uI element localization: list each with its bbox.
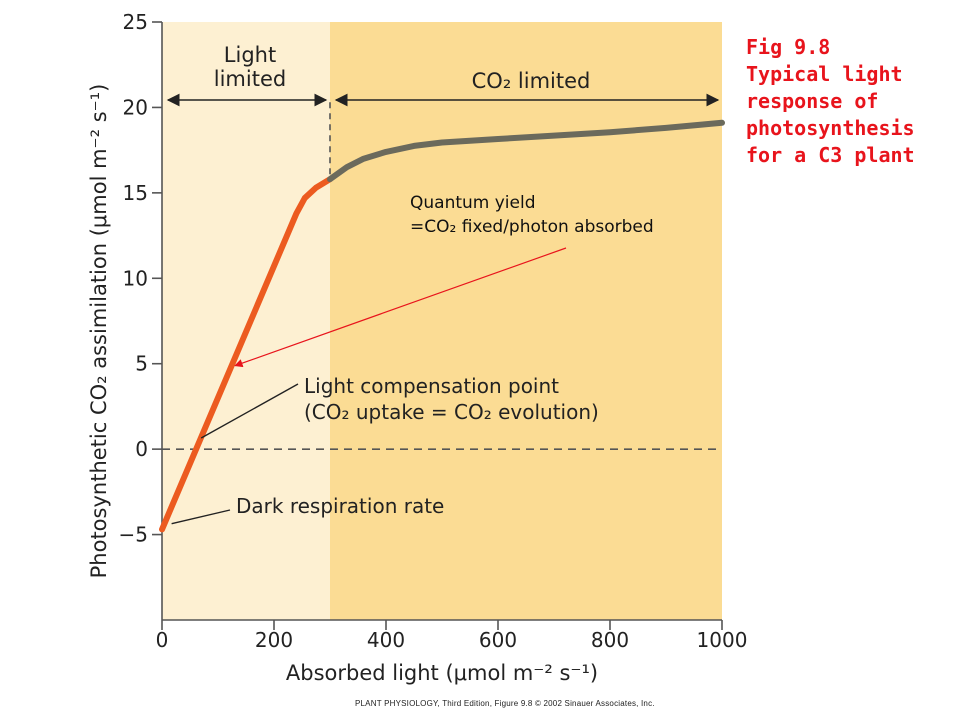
y-axis-label: Photosynthetic CO₂ assimilation (μmol m⁻… [87,84,111,579]
y-tick-label: 25 [123,10,148,34]
figure-caption: Fig 9.8 Typical light response of photos… [746,34,956,169]
y-ticks: −5 0 5 10 15 20 25 [119,10,162,547]
y-tick-label: −5 [119,523,148,547]
light-limited-label-line: limited [214,67,286,91]
x-axis-label: Absorbed light (μmol m⁻² s⁻¹) [286,661,598,685]
light-limited-label-line: Light [224,43,276,67]
x-tick-label: 600 [479,628,517,652]
light-compensation-label-line: Light compensation point [304,374,559,398]
quantum-yield-arrow [234,247,567,368]
y-tick-label: 5 [135,352,148,376]
co2-limited-region [330,22,722,620]
x-tick-label: 0 [156,628,169,652]
source-credit: PLANT PHYSIOLOGY, Third Edition, Figure … [355,699,655,708]
x-tick-label: 400 [367,628,405,652]
light-compensation-label-line: (CO₂ uptake = CO₂ evolution) [304,400,599,424]
caption-line: response of [746,89,879,113]
x-tick-label: 200 [255,628,293,652]
y-tick-label: 10 [123,266,148,290]
y-tick-label: 15 [123,181,148,205]
co2-limited-curve [327,119,725,183]
x-tick-label: 1000 [697,628,748,652]
quantum-yield-label-line: =CO₂ fixed/photon absorbed [410,217,654,237]
caption-line: for a C3 plant [746,143,915,167]
co2-limited-label: CO₂ limited [472,69,591,93]
caption-line: photosynthesis [746,116,915,140]
quantum-yield-label: Quantum yield =CO₂ fixed/photon absorbed [410,193,654,237]
y-tick-label: 20 [123,95,148,119]
caption-line: Typical light [746,62,903,86]
dark-respiration-leader [171,509,231,525]
quantum-yield-label-line: Quantum yield [410,193,536,213]
light-compensation-leader [200,383,299,439]
light-limited-curve [159,176,333,533]
light-limited-region [162,22,330,620]
dark-respiration-label: Dark respiration rate [236,494,444,518]
x-ticks: 0 200 400 600 800 1000 [156,620,748,652]
caption-line: Fig 9.8 [746,35,831,59]
light-limited-label: Light limited [214,43,286,91]
y-tick-label: 0 [135,437,148,461]
x-tick-label: 800 [591,628,629,652]
light-compensation-label: Light compensation point (CO₂ uptake = CO… [304,374,599,424]
